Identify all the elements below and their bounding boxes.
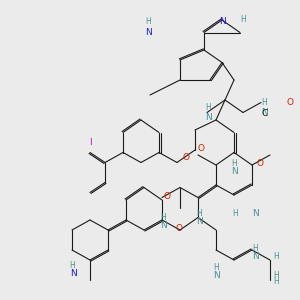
Text: O: O [164, 192, 170, 201]
Text: N: N [252, 209, 259, 218]
Text: I: I [89, 138, 91, 147]
Text: H: H [232, 209, 238, 218]
Text: N: N [145, 28, 152, 37]
Text: H: H [69, 260, 75, 269]
Text: N: N [219, 17, 225, 26]
Text: C: C [261, 109, 267, 118]
Text: H: H [252, 244, 258, 253]
Text: N: N [70, 269, 77, 278]
Text: H: H [213, 263, 219, 272]
Text: H: H [273, 252, 279, 261]
Text: N: N [160, 220, 167, 230]
Text: O: O [182, 153, 190, 162]
Text: H: H [160, 213, 166, 222]
Text: H: H [273, 277, 279, 286]
Text: H: H [261, 98, 267, 107]
Text: H: H [146, 17, 152, 26]
Text: H: H [206, 103, 212, 112]
Text: H: H [196, 209, 202, 218]
Text: O: O [175, 224, 182, 233]
Text: H: H [240, 16, 246, 25]
Text: N: N [205, 113, 212, 122]
Text: H: H [273, 271, 279, 280]
Text: O: O [286, 98, 293, 107]
Text: N: N [261, 108, 268, 117]
Text: N: N [252, 252, 259, 261]
Text: N: N [213, 271, 219, 280]
Text: O: O [197, 144, 205, 153]
Text: N: N [231, 167, 237, 176]
Text: O: O [256, 159, 263, 168]
Text: N: N [196, 217, 203, 226]
Text: H: H [231, 159, 237, 168]
